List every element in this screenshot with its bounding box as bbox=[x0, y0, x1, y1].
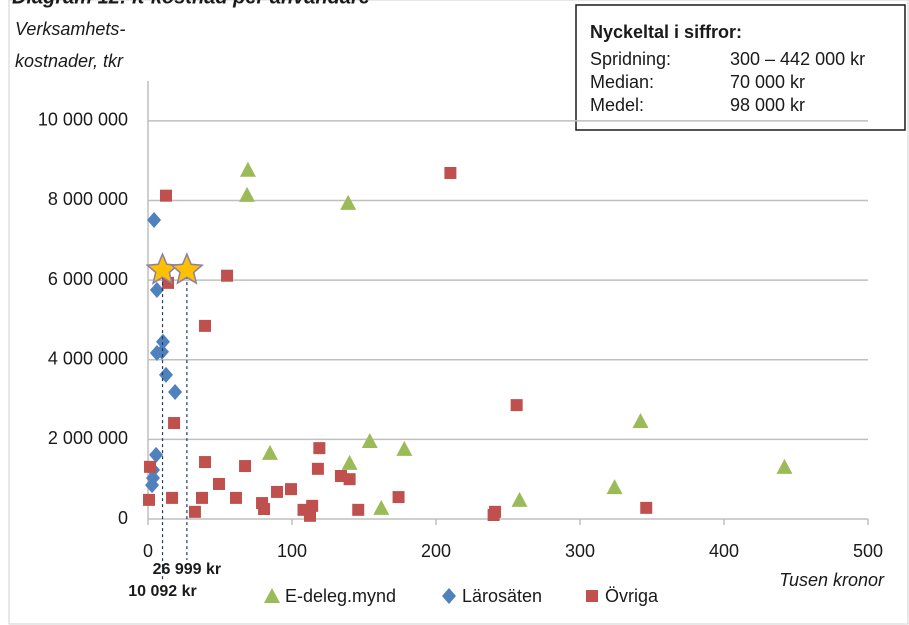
point bbox=[304, 509, 316, 522]
point bbox=[392, 491, 405, 504]
x-tick-label: 500 bbox=[853, 541, 883, 561]
point bbox=[144, 460, 157, 473]
legend-label: Lärosäten bbox=[462, 586, 542, 606]
point bbox=[271, 485, 284, 498]
annotation-label: 26 999 kr bbox=[153, 561, 222, 578]
point bbox=[606, 479, 623, 495]
y-tick-label: 6 000 000 bbox=[48, 269, 128, 289]
legend-label: Övriga bbox=[605, 586, 659, 606]
y-tick-label: 10 000 000 bbox=[38, 110, 128, 130]
x-tick-label: 0 bbox=[143, 541, 153, 561]
point bbox=[373, 499, 390, 515]
point bbox=[149, 282, 164, 299]
y-axis-label: Verksamhets- bbox=[15, 19, 125, 39]
annotation-star bbox=[169, 252, 204, 285]
frame bbox=[8, 0, 909, 625]
point bbox=[143, 493, 156, 506]
legend-marker bbox=[264, 588, 280, 603]
annotation-label: 10 092 kr bbox=[128, 583, 197, 600]
info-box: Nyckeltal i siffror: Spridning: 300 – 442… bbox=[575, 4, 906, 131]
point bbox=[361, 432, 378, 448]
point bbox=[168, 417, 181, 430]
point bbox=[396, 440, 413, 456]
point bbox=[313, 442, 326, 455]
point bbox=[489, 505, 502, 518]
point bbox=[168, 383, 183, 400]
point bbox=[306, 499, 319, 512]
chart-title: Diagram 12: It-kostnad per användare bbox=[12, 0, 370, 8]
point bbox=[199, 319, 212, 332]
point bbox=[221, 269, 234, 282]
point bbox=[147, 211, 162, 228]
point bbox=[444, 166, 457, 179]
y-tick-label: 8 000 000 bbox=[48, 189, 128, 209]
point bbox=[212, 477, 225, 490]
point bbox=[149, 344, 164, 361]
point bbox=[258, 503, 271, 516]
x-tick-label: 300 bbox=[565, 541, 595, 561]
point bbox=[510, 399, 523, 412]
y-tick-label: 4 000 000 bbox=[48, 348, 128, 368]
point bbox=[340, 194, 357, 210]
legend-marker bbox=[442, 588, 456, 604]
info-label: Medel: bbox=[590, 95, 644, 115]
point bbox=[343, 473, 356, 486]
x-tick-label: 400 bbox=[709, 541, 739, 561]
point bbox=[632, 413, 649, 429]
point bbox=[155, 333, 170, 350]
y-axis-label: kostnader, tkr bbox=[15, 51, 124, 71]
point bbox=[229, 491, 242, 504]
y-tick-label: 2 000 000 bbox=[48, 428, 128, 448]
x-axis-label: Tusen kronor bbox=[779, 570, 885, 590]
legend-marker bbox=[586, 590, 598, 602]
x-tick-label: 200 bbox=[421, 541, 451, 561]
point bbox=[511, 491, 528, 507]
point bbox=[239, 186, 256, 202]
info-label: Spridning: bbox=[590, 49, 671, 69]
info-value: 300 – 442 000 kr bbox=[730, 49, 865, 69]
point bbox=[341, 454, 358, 470]
info-value: 70 000 kr bbox=[730, 72, 805, 92]
point bbox=[352, 503, 365, 516]
y-tick-label: 0 bbox=[118, 508, 128, 528]
x-tick-label: 100 bbox=[277, 541, 307, 561]
info-box-frame bbox=[575, 4, 906, 131]
point bbox=[149, 446, 164, 463]
point bbox=[166, 491, 179, 504]
point bbox=[188, 505, 201, 518]
point bbox=[159, 366, 173, 383]
point bbox=[311, 462, 324, 475]
point bbox=[239, 161, 256, 177]
point bbox=[261, 444, 278, 460]
legend-label: E-deleg.mynd bbox=[285, 586, 396, 606]
info-label: Median: bbox=[590, 72, 654, 92]
point bbox=[640, 501, 653, 514]
point bbox=[284, 483, 297, 496]
point bbox=[145, 477, 160, 494]
point bbox=[776, 458, 793, 474]
point bbox=[199, 456, 212, 469]
point bbox=[196, 491, 208, 504]
point bbox=[297, 503, 310, 516]
point bbox=[160, 189, 172, 202]
info-title: Nyckeltal i siffror: bbox=[590, 22, 742, 42]
point bbox=[239, 460, 252, 473]
info-value: 98 000 kr bbox=[730, 95, 805, 115]
